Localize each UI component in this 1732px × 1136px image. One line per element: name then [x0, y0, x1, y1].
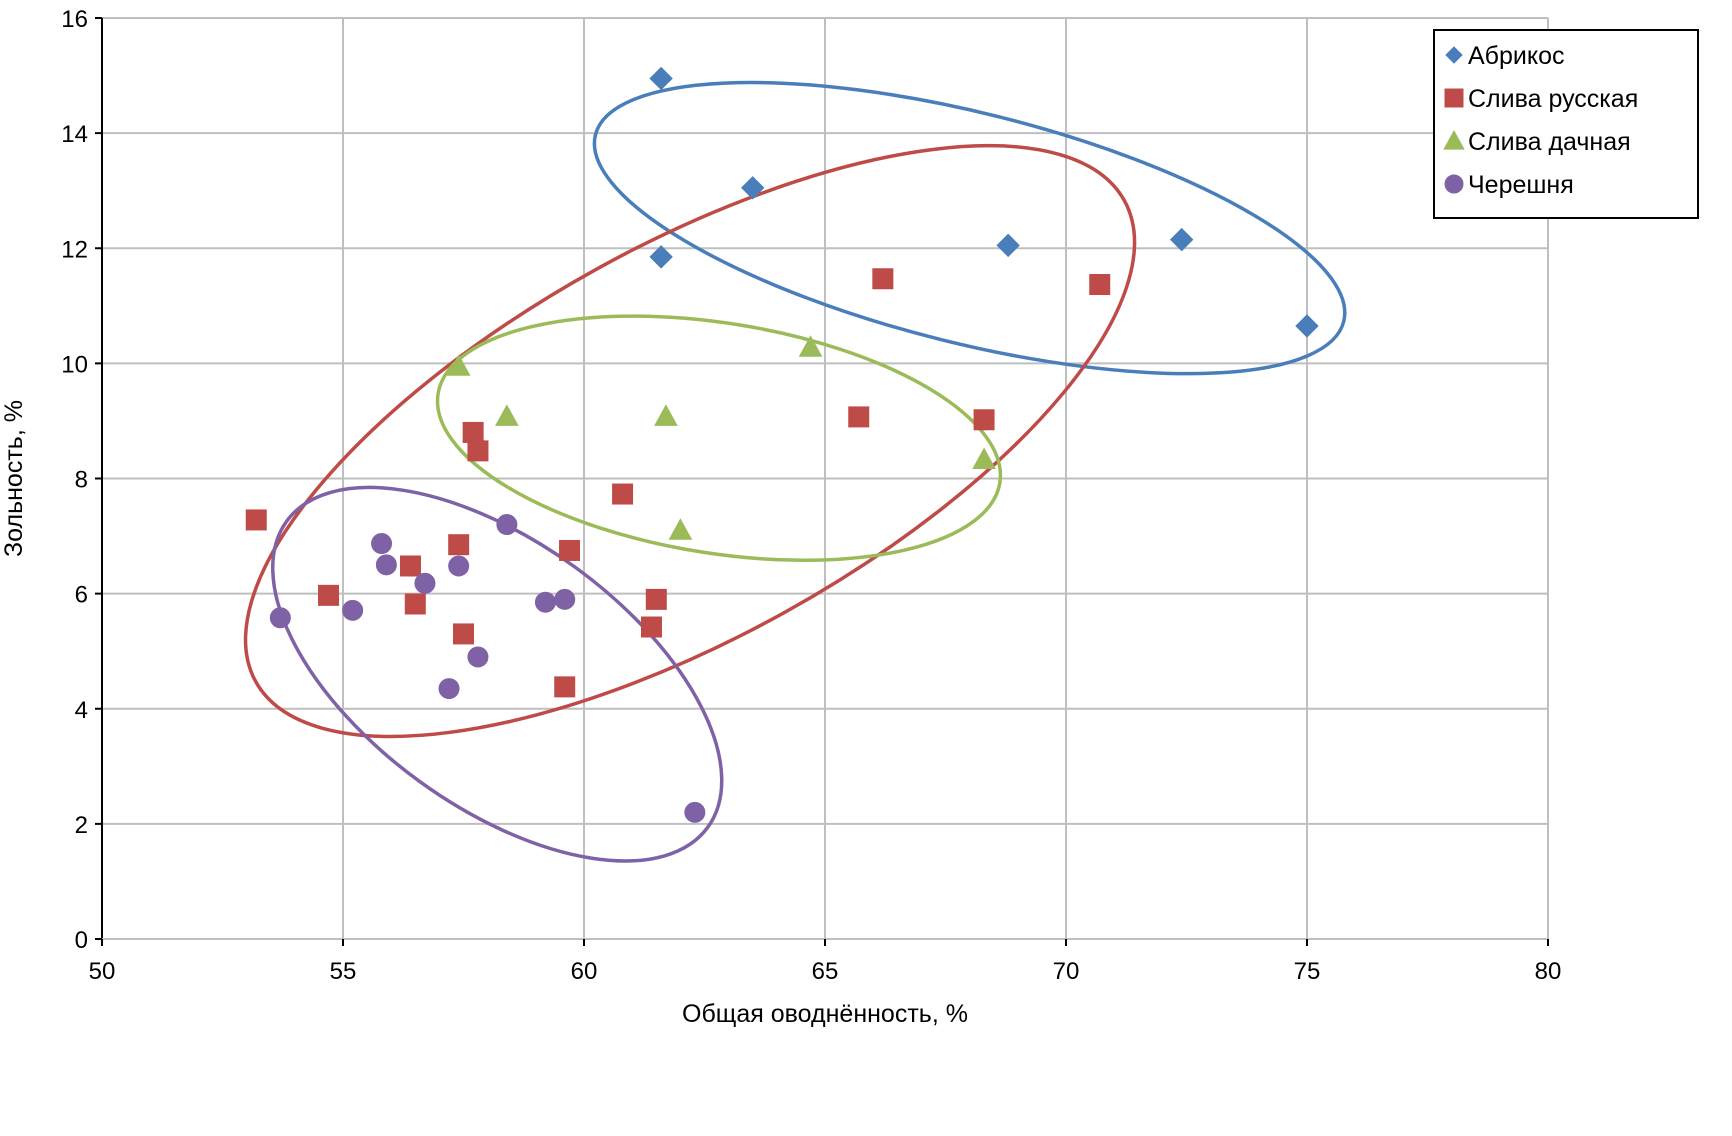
x-tick-label: 70 [1053, 958, 1080, 985]
y-tick-label: 16 [61, 6, 88, 33]
data-point-diamond [1295, 314, 1319, 338]
data-point-triangle [495, 404, 519, 426]
data-point-square [559, 539, 581, 561]
legend-item: Абрикос [1445, 42, 1564, 70]
data-point-square [848, 406, 870, 428]
data-point-square [453, 623, 474, 645]
data-point-circle [534, 591, 556, 613]
data-point-diamond [1169, 227, 1194, 252]
data-point-circle [342, 599, 364, 621]
cluster-ellipse [592, 80, 1347, 376]
data-point-circle [448, 555, 470, 577]
data-point-diamond [740, 176, 765, 200]
legend-marker-triangle [1443, 130, 1465, 150]
data-point-square [318, 584, 340, 606]
y-tick-label: 6 [75, 582, 88, 609]
data-point-diamond [649, 245, 673, 269]
data-point-circle [269, 607, 291, 629]
y-tick-label: 4 [75, 697, 88, 724]
data-point-square [973, 409, 995, 431]
y-tick-label: 10 [61, 351, 88, 378]
data-points [245, 66, 1319, 823]
data-point-square [467, 440, 489, 462]
legend-label: Абрикос [1468, 42, 1564, 70]
legend-item: Слива русская [1444, 85, 1638, 113]
x-tick-label: 65 [812, 958, 839, 985]
data-point-circle [496, 514, 518, 536]
series-triangle [446, 335, 996, 540]
data-point-diamond [649, 66, 673, 91]
axes: 0 2 4 6 8 10 12 14 16 50 55 60 65 70 75 80 [61, 6, 1561, 985]
data-point-circle [684, 801, 706, 823]
cluster-ellipses [243, 80, 1347, 863]
data-point-square [554, 676, 576, 698]
data-point-square [462, 421, 484, 443]
legend-marker-diamond [1445, 46, 1463, 64]
legend-label: Слива русская [1468, 85, 1638, 113]
data-point-circle [438, 678, 460, 700]
data-point-circle [375, 554, 397, 576]
data-point-triangle [972, 447, 996, 470]
cluster-ellipse [270, 485, 724, 863]
data-point-square [640, 616, 662, 638]
y-tick-label: 2 [75, 812, 88, 839]
x-axis-title: Общая оводнённость, % [682, 1000, 968, 1028]
y-axis-title: Зольность, % [0, 400, 28, 557]
data-point-square [645, 588, 667, 610]
data-point-triangle [668, 518, 693, 540]
y-tick-label: 0 [75, 927, 88, 954]
data-point-triangle [798, 335, 823, 357]
legend-item: Слива дачная [1443, 128, 1631, 156]
legend-label: Черешня [1468, 171, 1574, 199]
x-tick-label: 60 [571, 958, 598, 985]
y-tick-label: 12 [61, 236, 88, 263]
legend-box [1433, 29, 1699, 219]
data-point-square [1089, 274, 1111, 296]
x-tick-label: 50 [89, 958, 116, 985]
data-point-square [399, 555, 421, 577]
legend-item: Черешня [1444, 171, 1574, 199]
x-tick-label: 80 [1535, 958, 1562, 985]
y-tick-label: 14 [61, 121, 88, 148]
data-point-square [448, 534, 470, 556]
data-point-circle [414, 572, 436, 594]
series-square [245, 268, 1111, 698]
series-diamond [649, 66, 1319, 338]
legend: Абрикос Слива русская Слива дачная Черешня [1433, 29, 1699, 219]
cluster-ellipse [435, 314, 1003, 563]
x-tick-label: 75 [1294, 958, 1321, 985]
data-point-circle [371, 533, 393, 555]
y-tick-label: 8 [75, 467, 88, 494]
data-point-circle [467, 646, 489, 668]
data-point-triangle [446, 354, 471, 376]
legend-label: Слива дачная [1468, 128, 1631, 156]
series-circle [269, 514, 706, 823]
data-point-diamond [996, 233, 1020, 258]
legend-marker-square [1444, 88, 1464, 108]
data-point-square [612, 483, 634, 505]
data-point-square [404, 593, 426, 615]
x-tick-label: 55 [330, 958, 357, 985]
data-point-square [872, 268, 894, 290]
data-point-square [245, 509, 267, 531]
data-point-triangle [654, 404, 678, 426]
data-point-circle [554, 588, 576, 610]
cluster-ellipse [243, 143, 1137, 739]
grid-lines [102, 17, 1549, 939]
legend-marker-circle [1444, 174, 1464, 194]
